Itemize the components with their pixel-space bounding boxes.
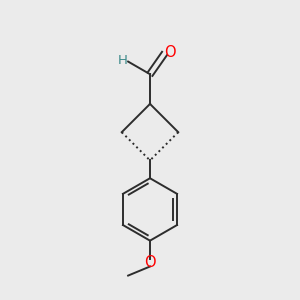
Text: H: H: [118, 54, 128, 67]
Text: O: O: [165, 44, 176, 59]
Text: O: O: [144, 255, 156, 270]
